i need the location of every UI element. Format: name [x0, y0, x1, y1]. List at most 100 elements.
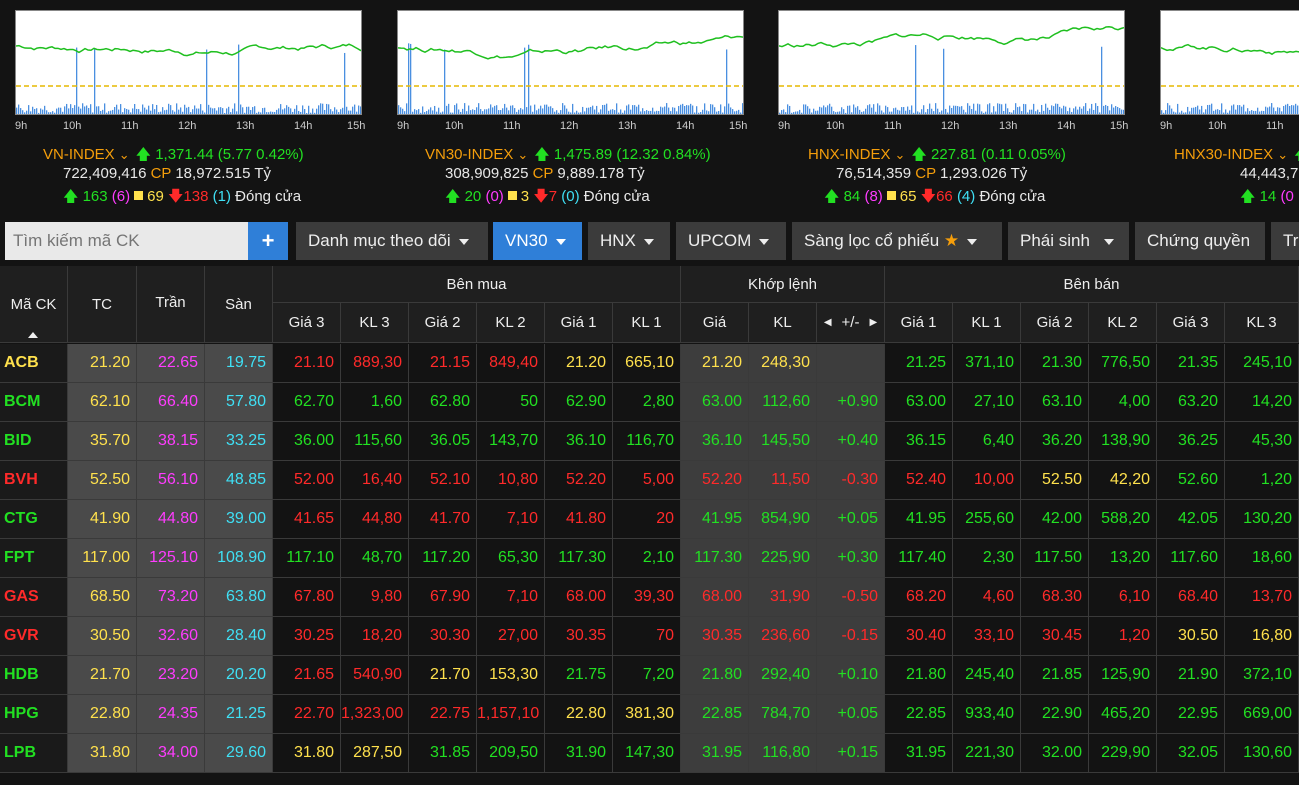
col-group-match[interactable]: Khớp lệnh: [681, 266, 885, 303]
derivatives-dropdown[interactable]: Phái sinh: [1008, 222, 1129, 260]
chevron-down-icon[interactable]: ⌄: [118, 147, 130, 162]
index-card-vn-index[interactable]: 9h 10h 11h 12h 13h 14h 15h VN-INDEX ⌄ 🡅 1,371.44…: [15, 10, 365, 220]
index-value: 1,293.026 Tỷ: [940, 165, 1028, 182]
match-cell: 145,50: [749, 422, 817, 460]
ask-cell: 32.00: [1021, 734, 1089, 772]
symbol-cell[interactable]: GVR: [0, 617, 68, 655]
hour-tick: 14h: [676, 120, 695, 132]
warrants-tab[interactable]: Chứng quyền: [1135, 222, 1265, 260]
index-chart[interactable]: [397, 10, 744, 115]
table-row[interactable]: BCM 62.10 66.40 57.80 62.70 1,60 62.80 50 62.90 2…: [0, 383, 1299, 422]
col-header-match-2[interactable]: ◀ +/- ▶: [817, 303, 885, 343]
symbol-cell[interactable]: BID: [0, 422, 68, 460]
bid-cell: 30.30: [409, 617, 477, 655]
search-input[interactable]: [5, 222, 248, 260]
col-header-sell-0[interactable]: Giá 1: [885, 303, 953, 343]
symbol-cell[interactable]: CTG: [0, 500, 68, 538]
index-name[interactable]: VN-INDEX: [43, 146, 115, 163]
symbol-cell[interactable]: FPT: [0, 539, 68, 577]
table-row[interactable]: LPB 31.80 34.00 29.60 31.80 287,50 31.85 209,50…: [0, 734, 1299, 773]
col-header-sell-5[interactable]: KL 3: [1225, 303, 1299, 343]
col-header-buy-3[interactable]: KL 2: [477, 303, 545, 343]
col-header-buy-2[interactable]: Giá 2: [409, 303, 477, 343]
table-row[interactable]: GAS 68.50 73.20 63.80 67.80 9,80 67.90 7,10 68.0…: [0, 578, 1299, 617]
stock-filter-dropdown[interactable]: Sàng lọc cổ phiếu ★: [792, 222, 1002, 260]
symbol-cell[interactable]: GAS: [0, 578, 68, 616]
symbol-cell[interactable]: BVH: [0, 461, 68, 499]
ask-cell: 30.40: [885, 617, 953, 655]
more-tab[interactable]: Tr: [1271, 222, 1299, 260]
col-group-sell[interactable]: Bên bán: [885, 266, 1299, 303]
floor-price-cell: 63.80: [205, 578, 273, 616]
col-header-sell-3[interactable]: KL 2: [1089, 303, 1157, 343]
watchlist-dropdown[interactable]: Danh mục theo dõi: [296, 222, 488, 260]
ask-cell: 669,00: [1225, 695, 1299, 733]
hour-axis: 9h 10h 11h 12h 13h 14h 15h: [15, 120, 375, 134]
col-header-buy-5[interactable]: KL 1: [613, 303, 681, 343]
chevron-down-icon: [555, 238, 566, 245]
hour-tick: 11h: [121, 120, 139, 132]
col-header-buy-0[interactable]: Giá 3: [273, 303, 341, 343]
caret-right-icon[interactable]: ▶: [869, 317, 878, 328]
vn30-dropdown[interactable]: VN30: [493, 222, 582, 260]
sort-asc-icon[interactable]: [28, 332, 38, 338]
match-cell: -0.30: [817, 461, 885, 499]
symbol-cell[interactable]: ACB: [0, 344, 68, 382]
ask-cell: 245,10: [1225, 344, 1299, 382]
chevron-down-icon[interactable]: ⌄: [894, 147, 906, 162]
index-card-hnx-index[interactable]: 9h 10h 11h 12h 13h 14h 15h HNX-INDEX ⌄ 🡅 227.81 …: [778, 10, 1128, 220]
index-name[interactable]: VN30-INDEX: [425, 146, 514, 163]
chevron-down-icon[interactable]: ⌄: [1277, 147, 1289, 162]
table-row[interactable]: GVR 30.50 32.60 28.40 30.25 18,20 30.30 27,00 30…: [0, 617, 1299, 656]
table-row[interactable]: ACB 21.20 22.65 19.75 21.10 889,30 21.15 849,40…: [0, 344, 1299, 383]
symbol-cell[interactable]: BCM: [0, 383, 68, 421]
col-header-sell-2[interactable]: Giá 2: [1021, 303, 1089, 343]
index-card-vn30-index[interactable]: 9h 10h 11h 12h 13h 14h 15h VN30-INDEX ⌄ 🡅 1,475.…: [397, 10, 748, 220]
col-header-floor[interactable]: Sàn: [205, 266, 273, 343]
table-row[interactable]: BID 35.70 38.15 33.25 36.00 115,60 36.05 143,70…: [0, 422, 1299, 461]
col-header-sell-4[interactable]: Giá 3: [1157, 303, 1225, 343]
col-header-match-1[interactable]: KL: [749, 303, 817, 343]
table-row[interactable]: HPG 22.80 24.35 21.25 22.70 1,323,00 22.75 1,15…: [0, 695, 1299, 734]
symbol-cell[interactable]: LPB: [0, 734, 68, 772]
caret-left-icon[interactable]: ◀: [823, 317, 832, 328]
ask-cell: 21.90: [1157, 656, 1225, 694]
table-row[interactable]: BVH 52.50 56.10 48.85 52.00 16,40 52.10 10,80 52…: [0, 461, 1299, 500]
col-header-ref[interactable]: TC: [68, 266, 137, 343]
col-header-buy-4[interactable]: Giá 1: [545, 303, 613, 343]
ask-cell: 22.90: [1021, 695, 1089, 733]
col-group-buy[interactable]: Bên mua: [273, 266, 681, 303]
table-row[interactable]: FPT 117.00 125.10 108.90 117.10 48,70 117.20 65…: [0, 539, 1299, 578]
col-header-ceiling[interactable]: Trần: [137, 266, 205, 343]
index-name[interactable]: HNX30-INDEX: [1174, 146, 1274, 163]
arrow-up-icon: 🡅: [1294, 146, 1299, 163]
hnx-dropdown[interactable]: HNX: [588, 222, 670, 260]
match-cell: +0.05: [817, 695, 885, 733]
add-button[interactable]: +: [248, 222, 288, 260]
col-header-match-0[interactable]: Giá: [681, 303, 749, 343]
decliners-count: 66: [936, 188, 953, 205]
floor-price-cell: 21.25: [205, 695, 273, 733]
index-chart[interactable]: [15, 10, 362, 115]
ask-cell: 117.60: [1157, 539, 1225, 577]
hour-tick: 10h: [63, 120, 82, 132]
ask-cell: 36.20: [1021, 422, 1089, 460]
table-row[interactable]: HDB 21.70 23.20 20.20 21.65 540,90 21.70 153,30…: [0, 656, 1299, 695]
col-header-sell-1[interactable]: KL 1: [953, 303, 1021, 343]
index-chart[interactable]: [778, 10, 1125, 115]
index-name[interactable]: HNX-INDEX: [808, 146, 891, 163]
bid-cell: 2,10: [613, 539, 681, 577]
symbol-cell[interactable]: HPG: [0, 695, 68, 733]
advancers-count: 84: [843, 188, 861, 205]
col-header-buy-1[interactable]: KL 3: [341, 303, 409, 343]
index-chart[interactable]: [1160, 10, 1299, 115]
table-row[interactable]: CTG 41.90 44.80 39.00 41.65 44,80 41.70 7,10 41.…: [0, 500, 1299, 539]
hour-tick: 15h: [729, 120, 748, 132]
symbol-cell[interactable]: HDB: [0, 656, 68, 694]
col-header-symbol[interactable]: Mã CK: [0, 266, 68, 343]
ask-cell: 138,90: [1089, 422, 1157, 460]
upcom-dropdown[interactable]: UPCOM: [676, 222, 786, 260]
chevron-down-icon[interactable]: ⌄: [517, 147, 529, 162]
